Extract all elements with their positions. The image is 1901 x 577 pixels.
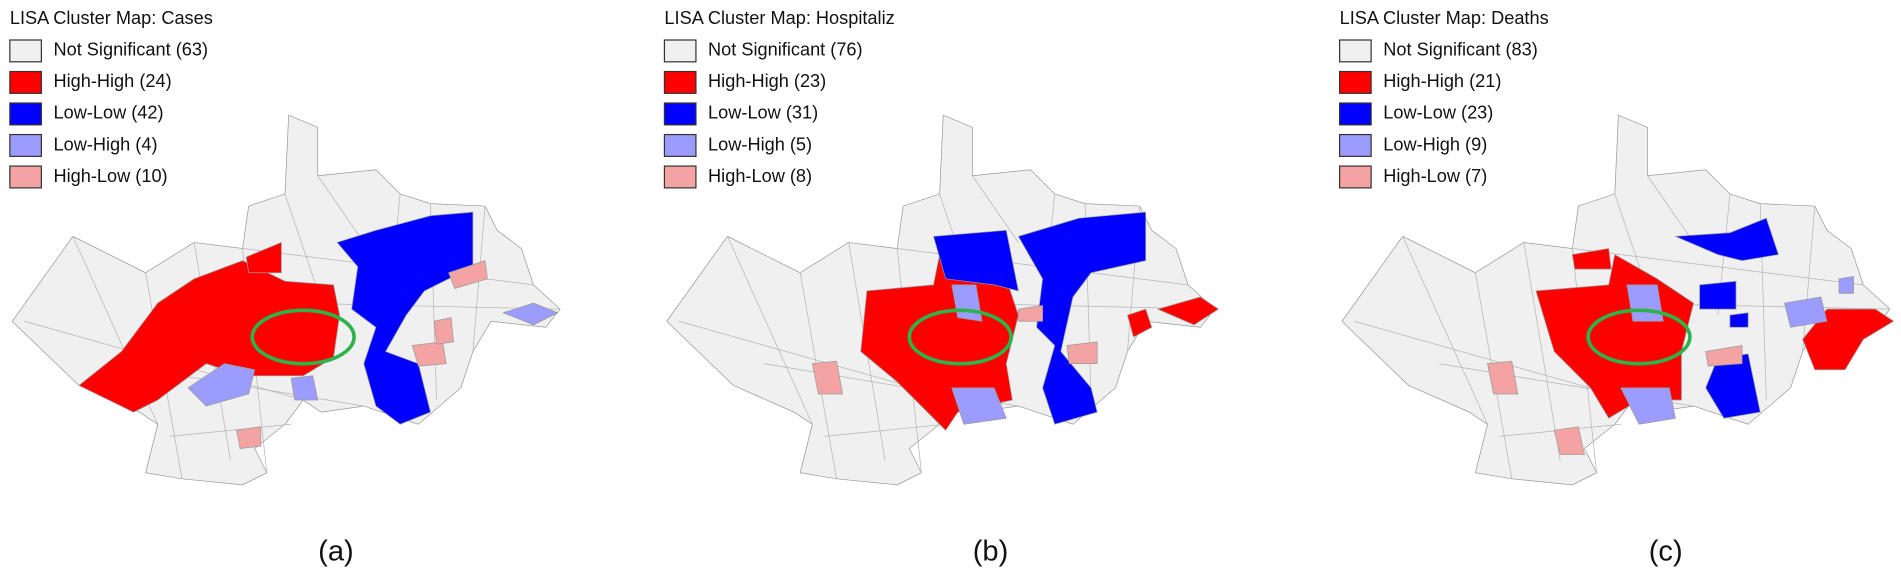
tract-boundary <box>972 175 1019 243</box>
cluster-region <box>236 426 262 449</box>
legend-label: Low-High (4) <box>53 134 157 154</box>
tract-boundary <box>727 236 813 425</box>
tract-boundary <box>169 423 292 437</box>
map <box>666 114 1219 486</box>
cluster-region <box>1699 280 1737 310</box>
cluster-region <box>1018 211 1147 425</box>
legend-swatch <box>1339 102 1372 126</box>
map-panel: LISA Cluster Map: Deaths Not Significant … <box>1339 8 1894 567</box>
cluster-region <box>1553 426 1585 455</box>
legend-label: High-High (24) <box>53 71 171 91</box>
legend-swatch <box>9 165 42 189</box>
tract-boundary <box>284 193 319 292</box>
highlight-ellipse <box>907 308 1013 366</box>
cluster-region <box>1620 387 1676 425</box>
cluster-region <box>1571 248 1612 270</box>
cluster-region <box>411 341 447 367</box>
cluster-region <box>290 375 319 401</box>
cluster-region <box>78 260 340 413</box>
legend-label: High-Low (7) <box>1383 166 1487 186</box>
cluster-region <box>245 242 282 274</box>
legend-swatch <box>9 70 42 94</box>
tract-boundary <box>1402 236 1488 425</box>
cluster-region <box>1675 217 1779 261</box>
cluster-region <box>933 229 1019 292</box>
legend-label: Low-Low (42) <box>53 103 163 123</box>
legend-label: Low-High (5) <box>708 134 812 154</box>
cluster-region <box>1838 276 1854 294</box>
highlight-ellipse <box>250 308 356 366</box>
cluster-region <box>1626 284 1664 322</box>
highlight-ellipse <box>1586 308 1692 366</box>
legend-swatch <box>663 102 697 126</box>
legend-label: High-Low (10) <box>53 166 167 186</box>
map-title: LISA Cluster Map: Deaths <box>1340 8 1549 28</box>
legend-swatch <box>1339 165 1372 189</box>
legend-swatch <box>663 165 697 189</box>
panel-caption: (c) <box>1649 535 1683 567</box>
cluster-region <box>448 260 488 289</box>
legend-label: Not Significant (63) <box>53 40 208 60</box>
cluster-region <box>1802 308 1894 371</box>
map <box>1341 114 1894 486</box>
tract-boundary <box>1647 175 1694 243</box>
cluster-region <box>1018 305 1043 322</box>
legend-label: High-Low (8) <box>708 166 812 186</box>
tract-boundary <box>1572 248 1864 286</box>
legend-swatch <box>9 102 42 126</box>
cluster-region <box>1784 296 1828 328</box>
cluster-region <box>433 317 454 345</box>
legend-swatch <box>9 39 42 63</box>
legend-label: Not Significant (83) <box>1383 40 1538 60</box>
legend-swatch <box>663 70 697 94</box>
map-title: LISA Cluster Map: Hospitaliz <box>664 8 894 28</box>
legend-label: High-High (23) <box>708 71 826 91</box>
legend-label: High-High (21) <box>1383 71 1501 91</box>
legend-label: Not Significant (76) <box>708 40 863 60</box>
tract-boundary <box>1523 242 1561 461</box>
legend-label: Low-High (9) <box>1383 134 1487 154</box>
legend-label: Low-Low (31) <box>708 103 818 123</box>
cluster-region <box>502 302 559 326</box>
legend-label: Low-Low (23) <box>1383 103 1493 123</box>
legend-swatch <box>663 133 697 157</box>
map-panel: LISA Cluster Map: Hospitaliz Not Signific… <box>663 8 1219 567</box>
map-title: LISA Cluster Map: Cases <box>10 8 213 28</box>
tract-boundary <box>1354 320 1634 401</box>
cluster-region <box>1705 353 1761 419</box>
map <box>11 114 561 486</box>
cluster-region <box>1157 296 1219 326</box>
legend-swatch <box>663 39 697 63</box>
cluster-region <box>811 360 843 395</box>
cluster-region <box>1066 341 1098 365</box>
cluster-region <box>951 387 1007 425</box>
tract-boundary <box>824 423 946 437</box>
cluster-region <box>1729 312 1749 328</box>
legend-swatch <box>9 133 42 157</box>
legend-swatch <box>1339 133 1372 157</box>
tract-boundary <box>1802 206 1816 352</box>
tract-boundary <box>317 175 365 243</box>
panel-caption: (a) <box>318 535 354 567</box>
legend-swatch <box>1339 39 1372 63</box>
cluster-region <box>1705 345 1743 367</box>
panel-caption: (b) <box>973 535 1009 567</box>
cluster-region <box>187 363 256 407</box>
cluster-region <box>1127 308 1153 338</box>
map-panel: LISA Cluster Map: Cases Not Significant (… <box>9 8 561 567</box>
cluster-region <box>1487 360 1519 395</box>
legend-swatch <box>1339 70 1372 94</box>
